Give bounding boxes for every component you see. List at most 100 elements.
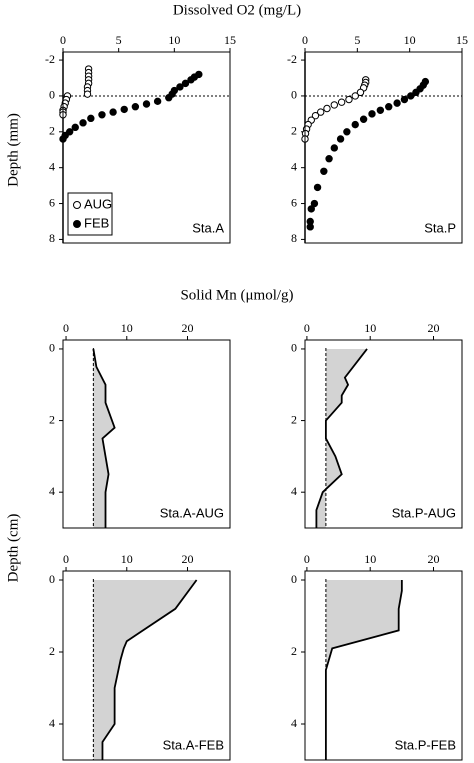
x-tick-label: 10 [121,552,133,566]
plot-frame [304,570,463,761]
profile-line [324,580,403,760]
data-point [120,105,128,114]
y-tick-label: 0 [291,572,297,586]
legend-marker [73,220,81,228]
y-tick-label: 4 [49,716,55,730]
y-tick-label: 2 [49,124,55,138]
data-point [311,111,320,120]
data-point [407,92,415,100]
data-point [351,120,359,129]
plot-frame [62,339,231,529]
x-tick-label: 20 [181,552,193,566]
legend-label: FEB [84,215,109,230]
panel-label: Sta.A-AUG [160,505,224,520]
data-point [330,101,339,109]
y-axis-label: Depth (cm) [5,514,21,583]
x-tick-label: 0 [302,33,308,47]
x-tick-label: 10 [364,552,376,566]
data-point [98,111,106,119]
data-point [368,110,376,118]
plot-frame [62,570,231,761]
y-tick-label: 8 [291,231,297,245]
y-tick-label: 4 [49,484,55,498]
y-tick-label: 0 [291,88,297,102]
legend-label: AUG [84,196,112,211]
data-point [307,205,315,213]
y-tick-label: 8 [49,231,55,245]
panel-label: Sta.A [192,220,224,235]
y-tick-label: 6 [291,195,297,209]
x-tick-label: 10 [404,33,416,47]
data-point [310,199,319,208]
y-tick-label: 2 [291,644,297,658]
data-point [87,114,95,123]
data-point [336,135,345,143]
data-point [176,83,184,91]
data-point [400,95,409,104]
data-point [385,102,393,111]
panel-label: Sta.P-AUG [392,505,456,520]
x-tick-label: 0 [63,321,69,335]
data-point [153,97,162,106]
y-tick-label: -2 [287,52,297,66]
data-point [351,92,359,100]
data-point [306,223,314,231]
panel-label: Sta.A-FEB [163,737,224,752]
data-point [359,115,368,123]
y-tick-label: 4 [49,159,55,173]
section-title: Solid Mn (μmol/g) [180,287,293,303]
panel-label: Sta.P-FEB [395,737,456,752]
y-tick-label: 6 [49,195,55,209]
plot-frame [304,51,463,244]
data-point [323,104,331,113]
data-point [345,95,353,104]
shaded-area [93,580,197,760]
y-tick-label: 4 [291,484,297,498]
x-tick-label: 0 [304,321,310,335]
data-point [343,128,351,136]
data-point [393,99,401,107]
y-tick-label: 0 [49,88,55,102]
data-point [181,79,190,88]
profile-line [101,579,198,760]
data-point [320,167,328,175]
section-title: Dissolved O2 (mg/L) [173,2,301,18]
y-tick-label: 0 [49,341,55,355]
data-point [376,106,385,114]
x-tick-label: 20 [428,552,440,566]
y-tick-label: 4 [291,159,297,173]
shaded-area [93,348,115,528]
shaded-area [316,348,368,528]
y-tick-label: 0 [49,572,55,586]
y-tick-label: 4 [291,716,297,730]
data-point [313,183,322,192]
x-tick-label: 20 [428,321,440,335]
x-tick-label: 10 [364,321,376,335]
x-tick-label: 10 [168,33,180,47]
x-tick-label: 0 [60,33,66,47]
y-tick-label: 2 [291,124,297,138]
legend-marker [73,201,81,209]
plot-frame [62,51,231,244]
data-point [412,88,420,97]
data-point [83,90,92,98]
data-point [165,94,173,102]
y-axis-label: Depth (mm) [5,113,21,187]
x-tick-label: 5 [116,33,122,47]
x-tick-label: 0 [304,552,310,566]
data-point [337,98,346,106]
x-tick-label: 15 [456,33,468,47]
data-point [330,144,339,152]
profile-line [92,348,116,528]
y-tick-label: -2 [45,52,55,66]
data-point [142,100,151,108]
plot-frame [304,339,463,529]
data-point [356,88,365,97]
y-tick-label: 0 [291,341,297,355]
y-tick-label: 2 [49,412,55,426]
shaded-area [325,580,402,760]
data-point [325,155,333,163]
x-tick-label: 20 [181,321,193,335]
data-point [131,102,140,111]
